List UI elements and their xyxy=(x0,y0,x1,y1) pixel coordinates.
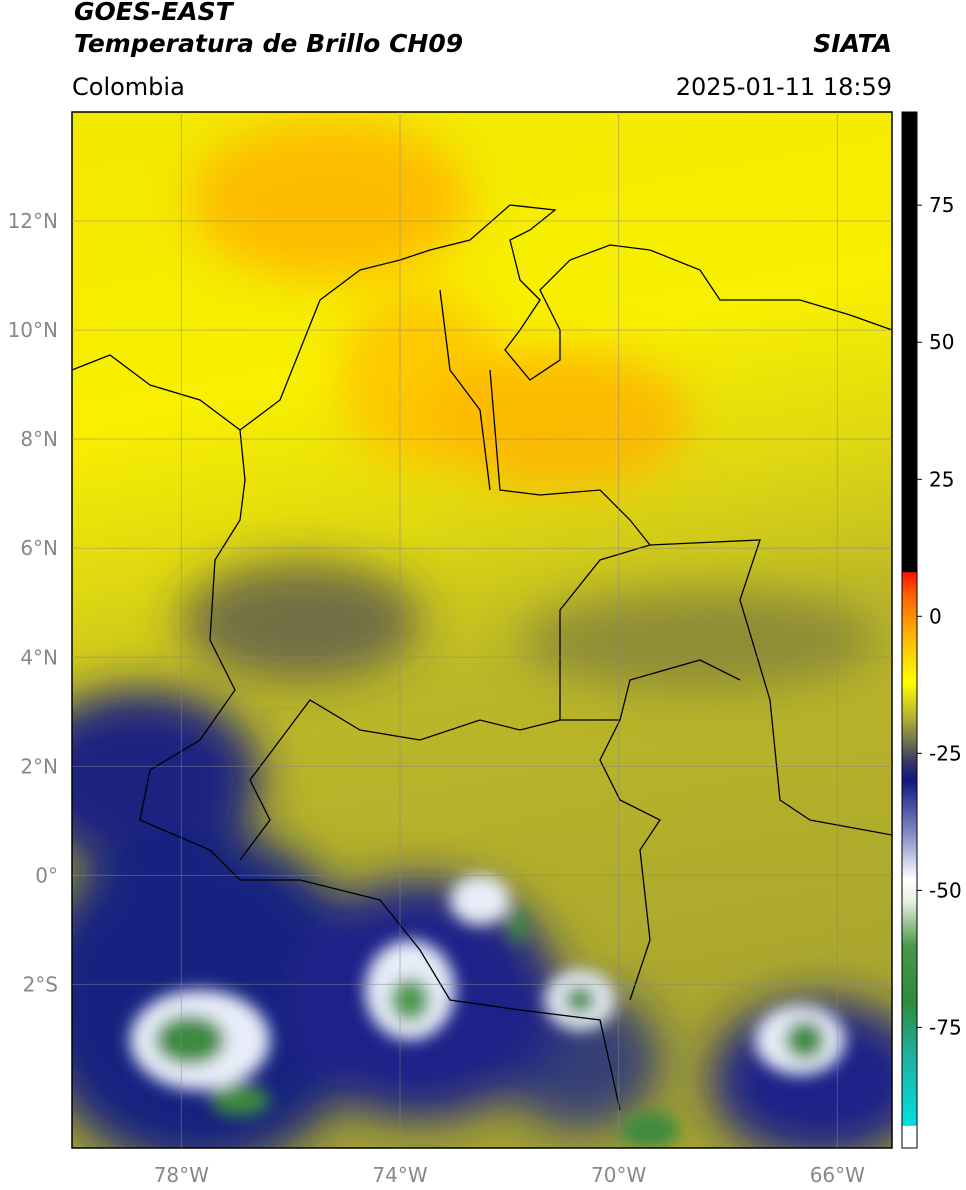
lat-tick-label: 6°N xyxy=(20,536,58,560)
lat-tick-label: 4°N xyxy=(20,645,58,669)
region: Colombia xyxy=(72,73,185,101)
lon-tick-label: 66°W xyxy=(810,1163,865,1187)
datetime: 2025-01-11 18:59 xyxy=(676,73,892,101)
lat-tick-label: 2°S xyxy=(23,972,58,996)
map-frame xyxy=(71,111,893,1149)
colorbar-tick-label: 0 xyxy=(929,604,942,628)
subtitle: Temperatura de Brillo CH09 xyxy=(74,29,463,58)
lat-tick-label: 8°N xyxy=(20,427,58,451)
lat-tick-label: 12°N xyxy=(8,209,58,233)
lon-tick-label: 78°W xyxy=(154,1163,209,1187)
lon-tick-label: 74°W xyxy=(372,1163,427,1187)
lon-tick-label: 70°W xyxy=(591,1163,646,1187)
colorbar-tick-label: -75 xyxy=(929,1015,962,1039)
lat-tick-label: 10°N xyxy=(8,318,58,342)
title: GOES-EAST xyxy=(74,0,235,26)
lat-tick-label: 0° xyxy=(35,863,58,887)
colorbar-tick-label: -25 xyxy=(929,741,962,765)
satellite-image xyxy=(72,112,892,1148)
source: SIATA xyxy=(813,29,892,58)
colorbar-tick-label: 25 xyxy=(929,467,954,491)
colorbar: 75 50 25 0 -25 -50 -75 xyxy=(901,111,962,1149)
colorbar-tick-label: 75 xyxy=(929,193,954,217)
colorbar-tick-label: -50 xyxy=(929,878,962,902)
lat-tick-label: 2°N xyxy=(20,754,58,778)
colorbar-tick-label: 50 xyxy=(929,330,954,354)
colorbar-scale xyxy=(901,111,918,1149)
